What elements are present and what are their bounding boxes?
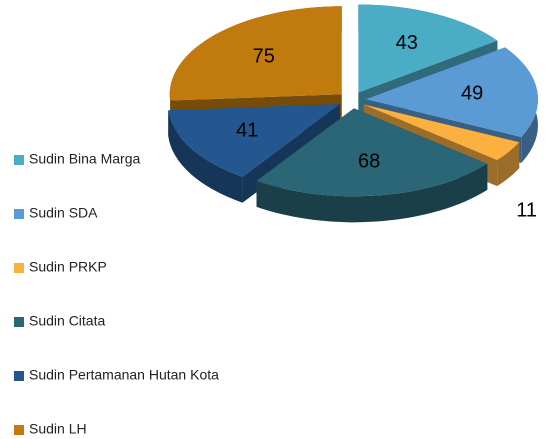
legend-swatch (14, 425, 24, 435)
legend-text: Sudin PRKP (29, 259, 107, 275)
slice-side (168, 110, 243, 203)
slice (169, 6, 342, 101)
value-label: 49 (461, 82, 483, 104)
value-label: 75 (253, 45, 275, 67)
value-label: 41 (236, 120, 258, 142)
legend-swatch (14, 263, 24, 273)
legend-text: Sudin SDA (29, 205, 98, 221)
slice (256, 108, 488, 223)
slice (365, 47, 538, 137)
slice-side (256, 163, 488, 223)
slice (256, 108, 488, 197)
legend-text: Sudin LH (29, 421, 87, 437)
legend-text: Sudin Pertamanan Hutan Kota (29, 367, 219, 383)
slice (363, 104, 520, 161)
legend-text: Sudin Citata (29, 313, 105, 329)
value-label: 11 (516, 199, 537, 221)
legend-swatch (14, 209, 24, 219)
legend-swatch (14, 317, 24, 327)
slice (358, 4, 498, 93)
legend-text: Sudin Bina Marga (29, 151, 141, 167)
legend-swatch (14, 155, 24, 165)
value-label: 68 (358, 151, 380, 173)
value-label: 43 (396, 32, 418, 54)
legend-swatch (14, 371, 24, 381)
slice-side (497, 142, 520, 187)
slice (168, 104, 340, 177)
